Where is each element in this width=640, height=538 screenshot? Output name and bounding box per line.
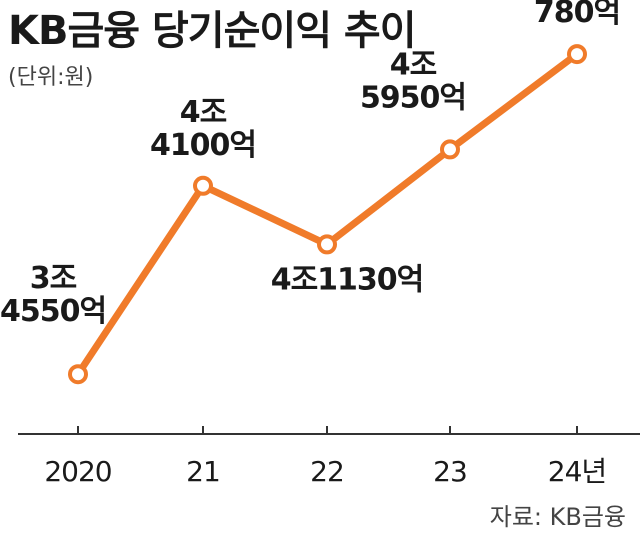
data-label-1: 4조 4100억 <box>150 95 256 163</box>
x-tick-label-0: 2020 <box>44 455 111 488</box>
x-tick-label-3: 23 <box>433 455 467 488</box>
chart-unit: (단위:원) <box>8 65 93 90</box>
data-label-4-line-1: 780억 <box>534 0 620 30</box>
data-label-0: 3조 4550억 <box>0 261 106 329</box>
x-tick-label-1: 21 <box>186 455 220 488</box>
chart-title: KB금융 당기순이익 추이 <box>8 8 416 54</box>
data-label-4: 5조780억 <box>534 0 620 30</box>
source-note: 자료: KB금융 <box>490 503 626 531</box>
series-line <box>74 50 581 378</box>
data-label-1-line-0: 4조 <box>180 95 227 130</box>
data-label-0-line-0: 3조 <box>30 261 77 296</box>
data-label-3-line-0: 4조 <box>390 47 437 82</box>
data-label-2: 4조1130억 <box>271 262 424 297</box>
data-point-3 <box>440 139 460 160</box>
data-point-0 <box>68 364 88 385</box>
x-axis-labels: 2020 21 22 23 24년 <box>44 455 607 488</box>
data-label-3-line-1: 5950억 <box>360 80 466 115</box>
data-label-3: 4조 5950억 <box>360 47 466 115</box>
data-point-2 <box>317 234 337 255</box>
data-points <box>68 44 587 385</box>
data-label-2-line-0: 4조1130억 <box>271 262 424 297</box>
data-labels: 3조4550억4조4100억4조1130억4조5950억5조780억 <box>0 0 621 329</box>
data-label-0-line-1: 4550억 <box>0 294 106 329</box>
data-point-1 <box>193 175 213 196</box>
data-label-1-line-1: 4100억 <box>150 128 256 163</box>
x-tick-label-4: 24년 <box>548 455 606 488</box>
x-tick-label-2: 22 <box>310 455 344 488</box>
x-axis-ticks <box>77 426 578 434</box>
data-point-4 <box>567 44 587 65</box>
